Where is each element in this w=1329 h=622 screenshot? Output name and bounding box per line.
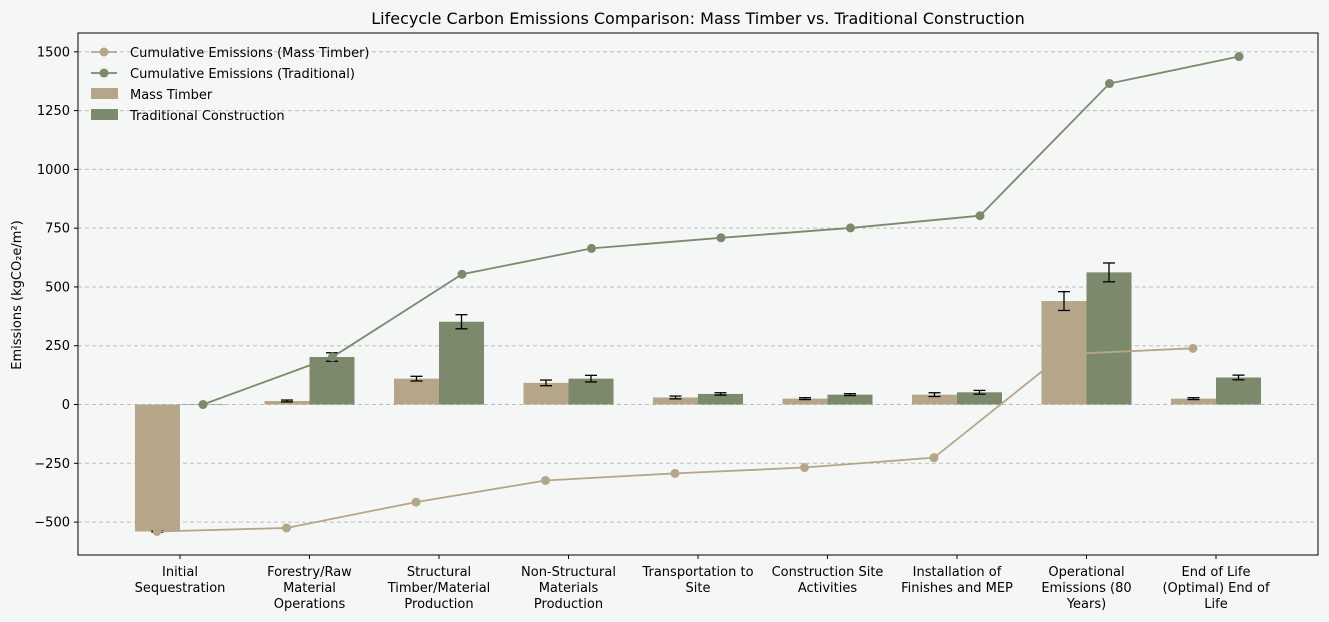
x-tick-label: Installation of Finishes and MEP [901, 565, 1013, 596]
legend-swatch [91, 88, 118, 99]
bar-mass-timber [912, 394, 957, 405]
error-bar [714, 392, 727, 396]
error-bar [1103, 262, 1115, 283]
bar-mass-timber [135, 404, 180, 532]
legend-entry-mass-timber: Mass Timber [91, 88, 213, 103]
y-tick-label: 0 [62, 398, 70, 413]
bar-traditional [957, 392, 1002, 405]
line-point [975, 211, 985, 221]
chart-title: Lifecycle Carbon Emissions Comparison: M… [371, 9, 1024, 28]
bar-traditional [698, 393, 743, 405]
error-bar [585, 374, 597, 383]
line-point [541, 475, 550, 485]
y-tick-label: 500 [45, 280, 70, 295]
y-axis: −500 −250 0 250 500 750 1000 1250 1500 [34, 45, 78, 531]
bars [135, 272, 1261, 532]
legend-marker [99, 68, 109, 78]
legend-entry-traditional-construction: Traditional Construction [91, 109, 285, 124]
y-tick-label: 1000 [37, 163, 70, 178]
error-bar [1058, 290, 1070, 312]
y-tick-label: 750 [45, 222, 70, 237]
y-axis-label: Emissions (kgCO₂e/m²) [10, 220, 25, 369]
x-axis: Initial Sequestration Forestry/Raw Material… [135, 555, 1270, 612]
line-point [1059, 349, 1068, 359]
bar-traditional [827, 394, 873, 405]
line-point [1105, 79, 1114, 89]
bar-traditional [1216, 377, 1261, 405]
bar-traditional [1086, 272, 1132, 405]
x-tick-label: End of Life (Optimal) End of Life [1162, 565, 1270, 612]
line-point [1234, 52, 1244, 62]
x-tick-label: Structural Timber/Material Production [387, 565, 491, 612]
error-bar [410, 375, 423, 382]
error-bar [928, 392, 941, 398]
bar-traditional [309, 357, 355, 405]
line-point [670, 468, 680, 478]
error-bar [281, 399, 293, 403]
line-point [800, 463, 809, 473]
error-bar [799, 397, 811, 401]
legend-entry-cum-traditional: Cumulative Emissions (Traditional) [91, 67, 355, 82]
x-tick-label: Operational Emissions (80 Years) [1041, 565, 1131, 612]
error-bar [973, 389, 986, 395]
bar-mass-timber [523, 382, 569, 405]
bar-mass-timber [782, 398, 828, 405]
bar-traditional [439, 321, 484, 405]
x-tick-label: Forestry/Raw Material Operations [267, 565, 352, 612]
line-point [846, 223, 855, 233]
line-point [328, 352, 337, 362]
error-bar [669, 395, 682, 400]
line-point [411, 497, 421, 507]
line-point [457, 269, 467, 279]
y-tick-label: −500 [34, 516, 70, 531]
series-lines [152, 52, 1244, 536]
error-bar [540, 379, 552, 387]
line-point [587, 243, 596, 253]
x-tick-label: Construction Site Activities [772, 565, 884, 596]
line-point [282, 523, 291, 533]
error-bar [455, 314, 468, 330]
bar-mass-timber [1171, 398, 1216, 405]
legend-swatch [91, 109, 118, 120]
legend-entry-cum-mass-timber: Cumulative Emissions (Mass Timber) [91, 46, 370, 61]
line-point [929, 453, 939, 463]
error-bar [844, 393, 856, 397]
legend-label: Cumulative Emissions (Mass Timber) [130, 46, 370, 61]
y-tick-label: −250 [34, 457, 70, 472]
bar-mass-timber [653, 397, 698, 405]
error-bar [1232, 374, 1245, 381]
bar-mass-timber [394, 378, 439, 405]
grid-lines [78, 51, 1318, 523]
legend: Cumulative Emissions (Mass Timber) Cumul… [91, 46, 370, 124]
line-point [198, 400, 208, 410]
line-point [152, 526, 162, 536]
legend-label: Cumulative Emissions (Traditional) [130, 67, 355, 82]
x-tick-label: Initial Sequestration [135, 565, 226, 596]
legend-marker [99, 47, 109, 57]
line-point [1188, 343, 1198, 353]
bar-mass-timber [264, 400, 310, 405]
error-bars [151, 262, 1245, 533]
legend-label: Mass Timber [130, 88, 213, 103]
y-tick-label: 250 [45, 339, 70, 354]
y-tick-label: 1500 [37, 45, 70, 60]
x-tick-label: Transportation to Site [641, 565, 753, 596]
bar-traditional [568, 378, 614, 405]
y-tick-label: 1250 [37, 104, 70, 119]
error-bar [1187, 397, 1200, 401]
legend-label: Traditional Construction [129, 109, 285, 124]
line-point [716, 233, 726, 243]
x-tick-label: Non-Structural Materials Production [521, 565, 616, 612]
